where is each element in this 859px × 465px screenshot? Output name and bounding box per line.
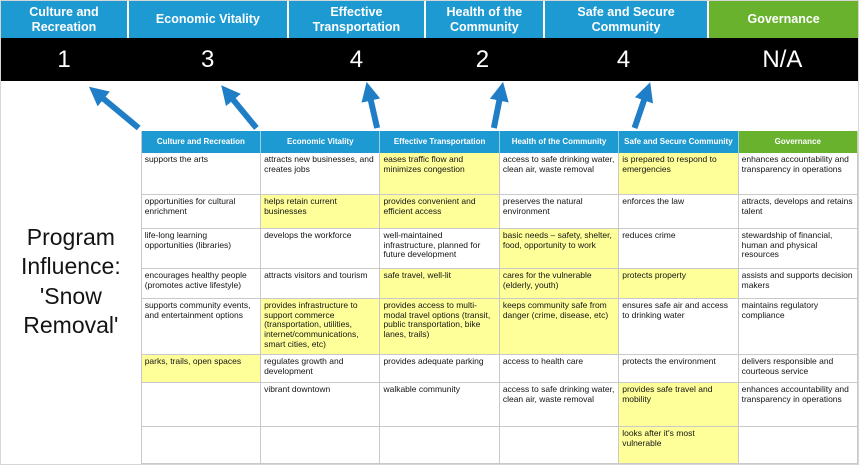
score-value-6: N/A xyxy=(762,45,803,73)
table-cell: enhances accountability and transparency… xyxy=(738,153,858,195)
influence-table: Culture and Recreation Economic Vitality E… xyxy=(140,131,858,464)
summary-header-row: Culture and Recreation Economic Vitality E… xyxy=(1,1,858,38)
table-header: Governance xyxy=(738,131,858,153)
summary-header-4: Health of the Community xyxy=(425,1,543,38)
summary-header-3: Effective Transportation xyxy=(288,1,424,38)
table-header: Health of the Community xyxy=(499,131,620,153)
table-cell xyxy=(738,427,858,464)
table-cell: enforces the law xyxy=(619,195,739,229)
table-cell: assists and supports decision makers xyxy=(738,269,858,299)
program-title: Program Influence: 'Snow Removal' xyxy=(20,223,121,338)
table-cell xyxy=(141,383,262,427)
table-cell: provides adequate parking xyxy=(380,355,500,383)
table-cell: protects the environment xyxy=(619,355,739,383)
table-header: Safe and Secure Community xyxy=(619,131,739,153)
table-cell: develops the workforce xyxy=(261,229,381,269)
table-cell xyxy=(499,427,620,464)
up-arrow-icon xyxy=(89,86,141,131)
score-value-1: 1 xyxy=(57,45,71,73)
table-cell: protects property xyxy=(619,269,739,299)
table-cell: walkable community xyxy=(380,383,500,427)
summary-header-2: Economic Vitality xyxy=(128,1,287,38)
content-area: Program Influence: 'Snow Removal' Cultur… xyxy=(1,131,858,464)
table-header: Economic Vitality xyxy=(261,131,381,153)
table-cell: stewardship of financial, human and phys… xyxy=(738,229,858,269)
table-cell: maintains regulatory compliance xyxy=(738,299,858,355)
arrow-zone xyxy=(1,81,858,131)
table-cell: is prepared to respond to emergencies xyxy=(619,153,739,195)
table-cell xyxy=(261,427,381,464)
table-cell: access to safe drinking water, clean air… xyxy=(499,153,620,195)
table-cell: supports community events, and entertain… xyxy=(141,299,262,355)
table-cell: eases traffic flow and minimizes congest… xyxy=(380,153,500,195)
table-cell: reduces crime xyxy=(619,229,739,269)
up-arrow-icon xyxy=(489,81,509,129)
table-cell: provides safe travel and mobility xyxy=(619,383,739,427)
table-cell: provides convenient and efficient access xyxy=(380,195,500,229)
table-cell: parks, trails, open spaces xyxy=(141,355,262,383)
table-cell xyxy=(141,427,262,464)
table-cell: delivers responsible and courteous servi… xyxy=(738,355,858,383)
summary-header-5: Safe and Secure Community xyxy=(544,1,708,38)
score-value-3: 4 xyxy=(349,45,364,73)
table-cell: preserves the natural environment xyxy=(499,195,620,229)
up-arrow-icon xyxy=(631,82,654,129)
table-cell: keeps community safe from danger (crime,… xyxy=(499,299,620,355)
table-cell xyxy=(380,427,500,464)
table-cell: enhances accountability and transparency… xyxy=(738,383,858,427)
table-cell: attracts, develops and retains talent xyxy=(738,195,858,229)
table-cell: basic needs – safety, shelter, food, opp… xyxy=(499,229,620,269)
up-arrow-icon xyxy=(221,85,259,130)
up-arrow-icon xyxy=(361,81,381,129)
table-cell: safe travel, well-lit xyxy=(380,269,500,299)
table-cell: vibrant downtown xyxy=(261,383,381,427)
table-cell: ensures safe air and access to drinking … xyxy=(619,299,739,355)
table-cell: access to safe drinking water, clean air… xyxy=(499,383,620,427)
program-title-area: Program Influence: 'Snow Removal' xyxy=(1,131,141,464)
table-cell: supports the arts xyxy=(141,153,262,195)
score-value-5: 4 xyxy=(616,45,631,73)
table-cell: well-maintained infrastructure, planned … xyxy=(380,229,500,269)
table-cell: cares for the vulnerable (elderly, youth… xyxy=(499,269,620,299)
summary-header-1: Culture and Recreation xyxy=(1,1,127,38)
table-cell: helps retain current businesses xyxy=(261,195,381,229)
table-header: Culture and Recreation xyxy=(141,131,262,153)
up-arrows-icon xyxy=(89,81,654,131)
table-cell: regulates growth and development xyxy=(261,355,381,383)
table-cell: provides infrastructure to support comme… xyxy=(261,299,381,355)
score-value-4: 2 xyxy=(475,45,490,73)
table-cell: looks after it's most vulnerable xyxy=(619,427,739,464)
score-value-2: 3 xyxy=(201,45,215,73)
table-cell: attracts new businesses, and creates job… xyxy=(261,153,381,195)
table-cell: life-long learning opportunities (librar… xyxy=(141,229,262,269)
summary-header-6: Governance xyxy=(709,1,858,38)
score-row: 1 3 4 2 4 N/A xyxy=(1,38,858,81)
table-cell: attracts visitors and tourism xyxy=(261,269,381,299)
table-header: Effective Transportation xyxy=(380,131,500,153)
table-cell: provides access to multi-modal travel op… xyxy=(380,299,500,355)
table-cell: encourages healthy people (promotes acti… xyxy=(141,269,262,299)
table-cell: opportunities for cultural enrichment xyxy=(141,195,262,229)
table-cell: access to health care xyxy=(499,355,620,383)
